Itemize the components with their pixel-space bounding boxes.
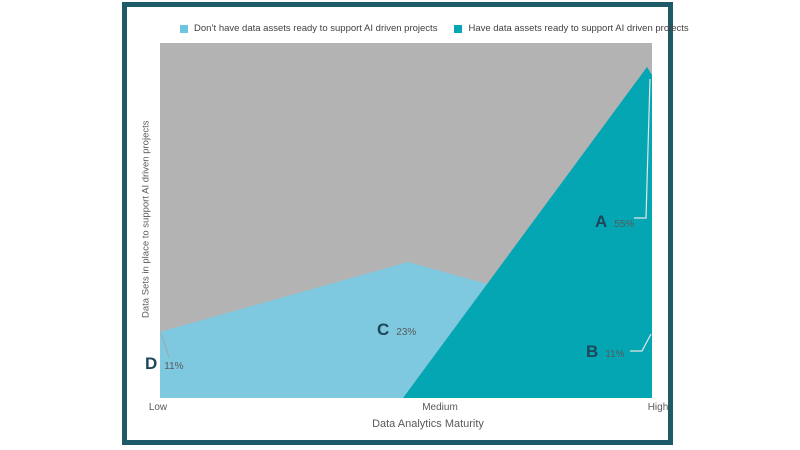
legend-swatch-have-icon: [454, 24, 463, 33]
data-label-a-letter: A: [595, 212, 608, 231]
plot-area[interactable]: [160, 43, 652, 398]
legend-label-have: Have data assets ready to support AI dri…: [468, 23, 689, 34]
leader-line-d: [160, 332, 170, 358]
leader-line-a: [634, 78, 651, 219]
x-tick-medium: Medium: [422, 402, 458, 413]
data-label-c[interactable]: C 23%: [377, 320, 416, 340]
data-label-c-value: 23%: [396, 327, 417, 338]
legend-item-dont-have[interactable]: Don’t have data assets ready to support …: [180, 23, 437, 34]
leader-line-b: [630, 333, 652, 352]
x-tick-low: Low: [148, 402, 168, 413]
data-label-b-value: 11%: [605, 349, 625, 360]
legend-label-dont-have: Don’t have data assets ready to support …: [194, 23, 438, 34]
area-dont-have[interactable]: [160, 262, 487, 398]
data-label-d-value: 11%: [164, 361, 184, 372]
x-axis-title: Data Analytics Maturity: [372, 418, 484, 430]
data-label-b[interactable]: B 11%: [586, 342, 625, 362]
data-label-a[interactable]: A 55%: [595, 212, 634, 232]
data-label-a-value: 55%: [614, 219, 635, 230]
legend: Don’t have data assets ready to support …: [180, 23, 689, 34]
data-label-d[interactable]: D 11%: [145, 354, 184, 374]
area-have[interactable]: [403, 67, 652, 398]
legend-swatch-dont-have-icon: [180, 24, 188, 33]
x-tick-high: High: [647, 402, 669, 413]
y-axis-title: Data Sets in place to support AI driven …: [140, 120, 152, 318]
data-label-b-letter: B: [586, 342, 599, 361]
data-label-c-letter: C: [377, 320, 390, 339]
data-label-d-letter: D: [145, 354, 158, 373]
legend-item-have[interactable]: Have data assets ready to support AI dri…: [454, 23, 689, 34]
